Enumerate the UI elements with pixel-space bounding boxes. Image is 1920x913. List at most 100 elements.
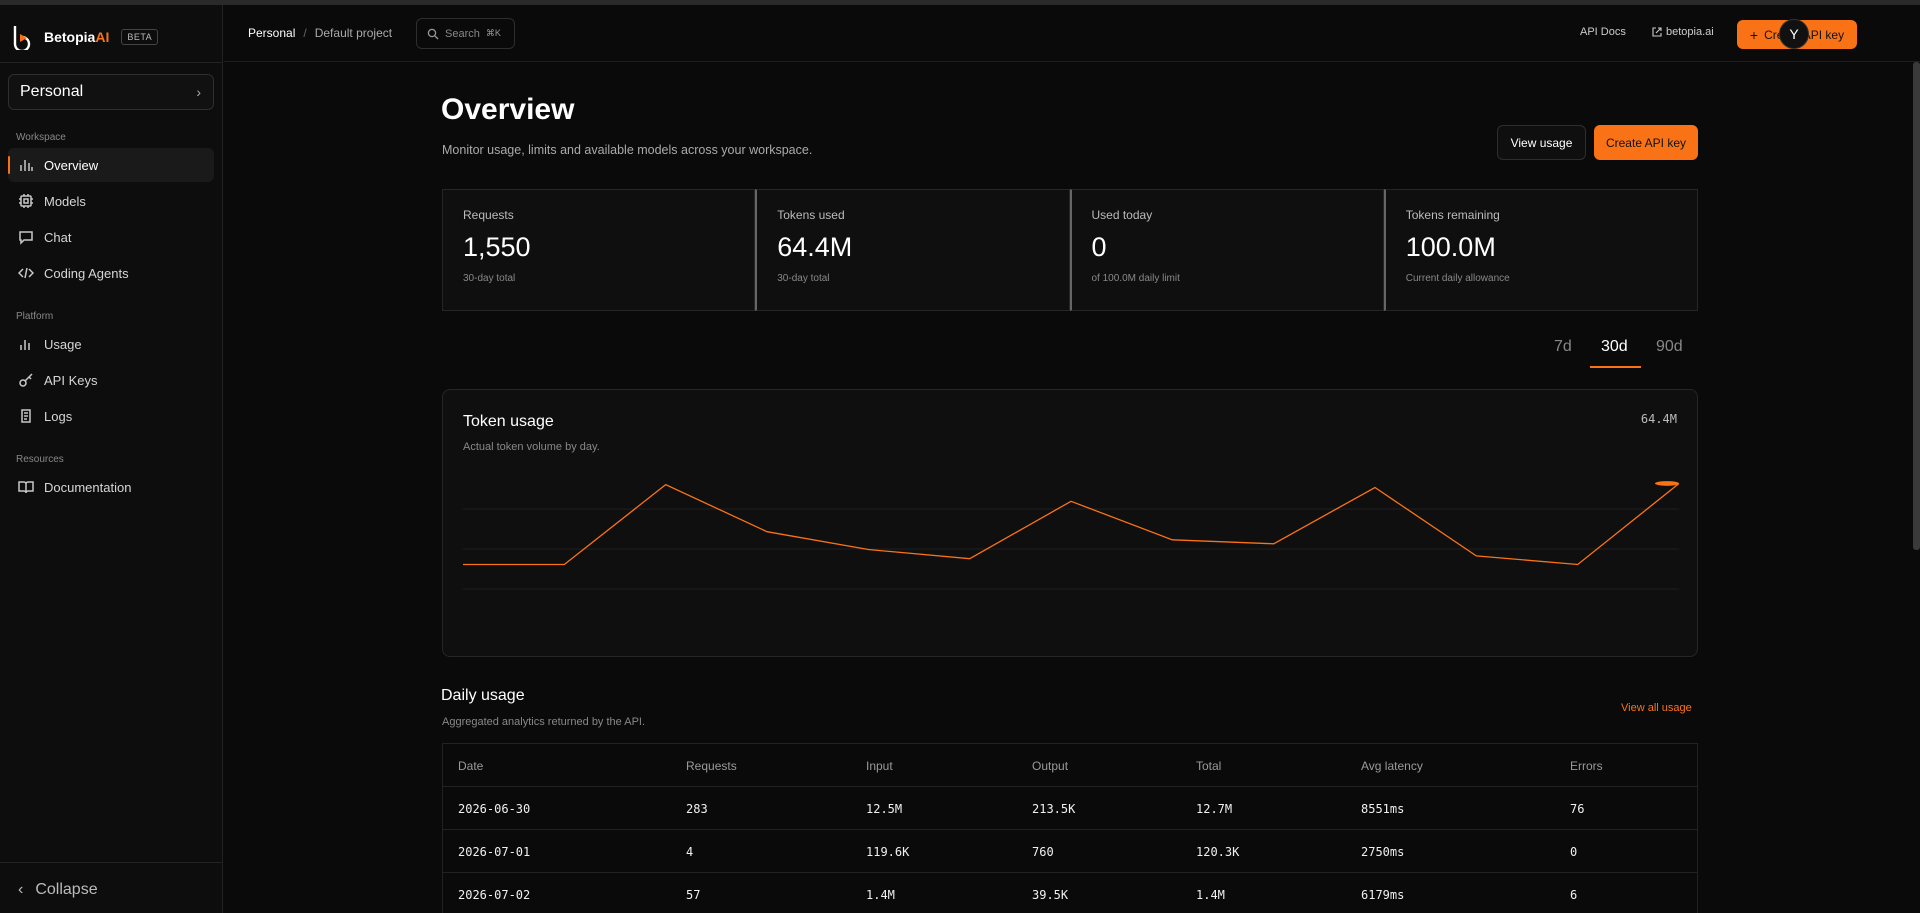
data-point[interactable]: [461, 562, 465, 566]
tab-7d[interactable]: 7d: [1554, 338, 1572, 355]
sidebar-item-models[interactable]: Models: [8, 184, 214, 218]
book-icon: [18, 481, 34, 494]
cell-output: 39.5K: [1032, 888, 1069, 902]
sidebar-item-label: Chat: [44, 229, 72, 245]
view-usage-button[interactable]: View usage: [1497, 125, 1586, 160]
column-header[interactable]: Errors: [1570, 759, 1603, 773]
search-shortcut: ⌘K: [485, 28, 501, 38]
sidebar-item-label: Usage: [44, 336, 82, 352]
sidebar-item-coding-agents[interactable]: Coding Agents: [8, 256, 214, 290]
chevron-right-icon: ›: [196, 84, 201, 100]
window-top-strip: [0, 0, 1920, 5]
data-point[interactable]: [1170, 538, 1174, 542]
cell-requests: 4: [686, 845, 694, 859]
sidebar-item-label: Logs: [44, 408, 73, 424]
cpu-icon: [19, 194, 33, 208]
breadcrumb-item[interactable]: Personal: [248, 26, 296, 40]
page-subtitle: Monitor usage, limits and available mode…: [442, 143, 813, 157]
sidebar-item-label: Documentation: [44, 479, 132, 495]
sidebar-item-api-keys[interactable]: API Keys: [8, 363, 214, 397]
sidebar-item-documentation[interactable]: Documentation: [8, 470, 214, 504]
view-all-usage-link[interactable]: View all usage: [1621, 702, 1692, 714]
sidebar-item-chat[interactable]: Chat: [8, 220, 214, 254]
workspace-selector-label: Personal: [20, 83, 84, 100]
cell-input: 12.5M: [866, 802, 903, 816]
stat-note: of 100.0M daily limit: [1091, 273, 1180, 284]
data-point[interactable]: [664, 483, 668, 487]
data-point[interactable]: [765, 530, 769, 534]
breadcrumb-separator: /: [303, 26, 307, 40]
cell-input: 119.6K: [866, 845, 910, 859]
cell-latency: 2750ms: [1361, 845, 1405, 859]
create-api-key-main-button[interactable]: Create API key: [1594, 125, 1698, 160]
tab-30d[interactable]: 30d: [1601, 338, 1628, 355]
avatar[interactable]: Y: [1779, 19, 1809, 49]
cell-total: 1.4M: [1196, 888, 1225, 902]
workspace-selector[interactable]: Personal ›: [8, 74, 214, 110]
stat-note: 30-day total: [777, 273, 830, 284]
scrollbar[interactable]: [1913, 62, 1920, 550]
breadcrumb-item[interactable]: Default project: [314, 26, 393, 40]
token-usage-card: Token usage Actual token volume by day. …: [442, 389, 1698, 657]
column-header[interactable]: Input: [866, 759, 893, 773]
cell-total: 12.7M: [1196, 802, 1233, 816]
data-point[interactable]: [968, 557, 972, 561]
sidebar-divider: [0, 862, 223, 863]
data-point[interactable]: [1272, 542, 1276, 546]
table-row[interactable]: 2026-07-02 57 1.4M 39.5K 1.4M 6179ms 6: [443, 873, 1697, 913]
cell-date: 2026-06-30: [458, 802, 531, 816]
sidebar-divider: [0, 62, 223, 63]
brand-logo[interactable]: BetopiaAI BETA: [10, 22, 159, 52]
breadcrumb: Personal / Default project: [248, 26, 392, 40]
chart-total: 64.4M: [1640, 412, 1677, 426]
tab-90d[interactable]: 90d: [1656, 338, 1683, 355]
collapse-sidebar-button[interactable]: ‹ Collapse: [18, 881, 98, 899]
api-docs-link[interactable]: API Docs: [1580, 26, 1626, 38]
section-label-workspace: Workspace: [16, 132, 66, 143]
data-point[interactable]: [866, 548, 870, 552]
column-header[interactable]: Output: [1032, 759, 1069, 773]
column-header[interactable]: Date: [458, 759, 484, 773]
section-label-resources: Resources: [16, 454, 64, 465]
sidebar-item-logs[interactable]: Logs: [8, 399, 214, 433]
stat-card-used-today: Used today 0 of 100.0M daily limit: [1069, 189, 1384, 311]
chart-title: Token usage: [463, 413, 554, 430]
table-row[interactable]: 2026-06-30 283 12.5M 213.5K 12.7M 8551ms…: [443, 787, 1697, 830]
stat-label: Tokens used: [777, 208, 845, 222]
latest-point-marker: [1655, 481, 1679, 486]
stat-card-tokens-remaining: Tokens remaining 100.0M Current daily al…: [1383, 189, 1698, 311]
brand-name: BetopiaAI: [44, 29, 110, 45]
stat-label: Requests: [463, 208, 514, 222]
search-icon: [427, 28, 439, 39]
data-point[interactable]: [1576, 562, 1580, 566]
bar-chart-icon: [20, 340, 30, 350]
stat-label: Used today: [1091, 208, 1153, 222]
scroll-icon: [21, 409, 31, 423]
beta-badge: BETA: [121, 29, 159, 45]
cell-latency: 8551ms: [1361, 802, 1405, 816]
cell-date: 2026-07-02: [458, 888, 531, 902]
stat-note: 30-day total: [463, 273, 516, 284]
search-placeholder: Search: [445, 27, 480, 40]
table-row[interactable]: 2026-07-01 4 119.6K 760 120.3K 2750ms 0: [443, 830, 1697, 873]
column-header[interactable]: Requests: [686, 759, 737, 773]
search-input[interactable]: Search ⌘K: [416, 18, 515, 49]
daily-usage-subtitle: Aggregated analytics returned by the API…: [442, 716, 646, 728]
column-header[interactable]: Avg latency: [1361, 759, 1423, 773]
data-point[interactable]: [1069, 499, 1073, 503]
sidebar-item-overview[interactable]: Overview: [8, 148, 214, 182]
data-point[interactable]: [1474, 554, 1478, 558]
chat-bubble-icon: [19, 231, 33, 245]
data-point[interactable]: [562, 562, 566, 566]
betopia-logo-icon: [13, 26, 31, 50]
column-header[interactable]: Total: [1196, 759, 1222, 773]
data-point[interactable]: [1373, 485, 1377, 489]
cell-output: 760: [1032, 845, 1054, 859]
betopia-site-link[interactable]: betopia.ai: [1652, 26, 1714, 38]
cell-input: 1.4M: [866, 888, 895, 902]
stat-card-requests: Requests 1,550 30-day total: [442, 189, 756, 311]
sidebar-item-usage[interactable]: Usage: [8, 327, 214, 361]
code-icon: [18, 267, 34, 279]
plus-icon: +: [1749, 26, 1759, 43]
daily-usage-title: Daily usage: [441, 687, 525, 704]
